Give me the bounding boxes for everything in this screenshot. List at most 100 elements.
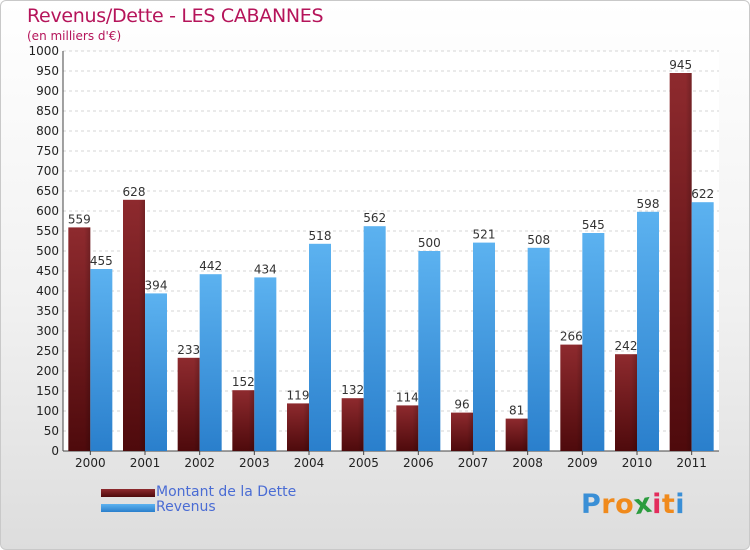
y-tick-label: 400 — [36, 284, 59, 298]
label-revenus: 598 — [637, 197, 660, 211]
label-dette: 266 — [560, 330, 583, 344]
label-dette: 945 — [669, 58, 692, 72]
logo-letter: P — [581, 489, 602, 520]
y-tick-label: 1000 — [28, 44, 59, 58]
label-dette: 559 — [68, 212, 91, 226]
y-tick-label: 0 — [51, 444, 59, 458]
bar-dette-shade — [576, 344, 583, 451]
chart-title: Revenus/Dette - LES CABANNES — [27, 5, 324, 27]
label-dette: 119 — [287, 388, 310, 402]
bar-revenus — [637, 211, 659, 451]
y-tick-label: 800 — [36, 124, 59, 138]
label-revenus: 434 — [254, 262, 277, 276]
label-revenus: 521 — [473, 228, 496, 242]
x-tick-label: 2010 — [622, 456, 653, 470]
bar-revenus — [254, 277, 277, 451]
label-revenus: 518 — [309, 229, 332, 243]
y-tick-label: 650 — [36, 184, 59, 198]
bar-layer — [68, 73, 714, 451]
y-tick-label: 450 — [36, 264, 59, 278]
x-tick-label: 2006 — [403, 456, 434, 470]
y-tick-label: 600 — [36, 204, 59, 218]
y-axis-ticks: 0 50 100 150 200 250 300 350 400 450 500 550 600 650 7… — [28, 44, 59, 458]
x-tick-label: 2008 — [512, 456, 543, 470]
label-revenus: 394 — [145, 278, 168, 292]
legend-label-revenus: Revenus — [156, 499, 216, 515]
label-dette: 96 — [454, 398, 469, 412]
legend-swatch-dette — [101, 489, 155, 497]
bar-dette-shade — [357, 398, 364, 451]
label-dette: 628 — [123, 185, 146, 199]
y-tick-label: 100 — [36, 404, 59, 418]
bar-revenus — [418, 251, 441, 451]
grid-layer — [62, 50, 719, 452]
x-tick-label: 2009 — [567, 456, 598, 470]
bar-revenus — [199, 274, 222, 451]
y-tick-label: 850 — [36, 104, 59, 118]
label-revenus: 545 — [582, 218, 605, 232]
bar-dette-shade — [139, 199, 145, 451]
y-tick-label: 700 — [36, 164, 59, 178]
label-dette: 152 — [232, 375, 255, 389]
bar-revenus — [90, 269, 113, 451]
bar-revenus — [145, 293, 167, 451]
y-tick-label: 500 — [36, 244, 59, 258]
bar-revenus — [527, 247, 550, 451]
bar-dette-shade — [412, 405, 419, 451]
proxiti-logo: Proxiti — [581, 488, 686, 522]
logo-letter: r — [601, 489, 616, 520]
bar-dette-shade — [467, 412, 473, 451]
x-tick-label: 2001 — [130, 456, 161, 470]
x-tick-label: 2002 — [184, 456, 215, 470]
y-tick-label: 200 — [36, 364, 59, 378]
x-axis-ticks: 2000 2001 2002 2003 2004 2005 2006 2007 2008 2009… — [75, 451, 707, 470]
x-tick-label: 2003 — [239, 456, 270, 470]
label-revenus: 508 — [527, 233, 550, 247]
y-tick-label: 550 — [36, 224, 59, 238]
label-dette: 242 — [615, 339, 638, 353]
bar-revenus — [473, 242, 495, 451]
x-tick-label: 2004 — [294, 456, 325, 470]
bar-dette-shade — [248, 390, 255, 451]
label-dette: 114 — [396, 390, 419, 404]
y-tick-label: 50 — [44, 424, 59, 438]
y-tick-label: 900 — [36, 84, 59, 98]
legend-swatch-revenus — [101, 504, 155, 512]
y-tick-label: 950 — [36, 64, 59, 78]
bar-revenus — [363, 226, 386, 451]
data-label-layer: 559 455 628 394 233 442 152 434 119 518 132 562 114 5… — [68, 58, 714, 418]
label-dette: 81 — [509, 404, 524, 418]
chart-subtitle: (en milliers d'€) — [27, 29, 122, 43]
x-tick-label: 2007 — [458, 456, 489, 470]
label-revenus: 455 — [90, 254, 113, 268]
label-dette: 233 — [177, 343, 200, 357]
label-revenus: 622 — [691, 187, 714, 201]
y-tick-label: 150 — [36, 384, 59, 398]
logo-letter: i — [675, 489, 686, 520]
bar-dette-shade — [303, 403, 309, 451]
bar-dette-shade — [685, 73, 692, 451]
logo-letter: i — [652, 489, 662, 520]
logo-letter: t — [661, 489, 676, 520]
x-tick-label: 2000 — [75, 456, 106, 470]
bar-dette-shade — [193, 357, 200, 451]
bar-dette-shade — [84, 227, 91, 451]
bar-revenus — [691, 202, 714, 451]
label-revenus: 442 — [199, 259, 222, 273]
bar-dette-shade — [521, 418, 528, 451]
y-tick-label: 250 — [36, 344, 59, 358]
label-revenus: 562 — [363, 211, 386, 225]
logo-letter: o — [615, 489, 635, 520]
label-dette: 132 — [341, 383, 364, 397]
bar-revenus — [582, 233, 605, 451]
x-tick-label: 2011 — [676, 456, 707, 470]
y-tick-label: 750 — [36, 144, 59, 158]
bar-revenus — [309, 243, 331, 451]
y-tick-label: 300 — [36, 324, 59, 338]
legend-label-dette: Montant de la Dette — [156, 484, 297, 500]
bar-dette-shade — [631, 354, 637, 451]
label-revenus: 500 — [418, 236, 441, 250]
x-tick-label: 2005 — [348, 456, 379, 470]
